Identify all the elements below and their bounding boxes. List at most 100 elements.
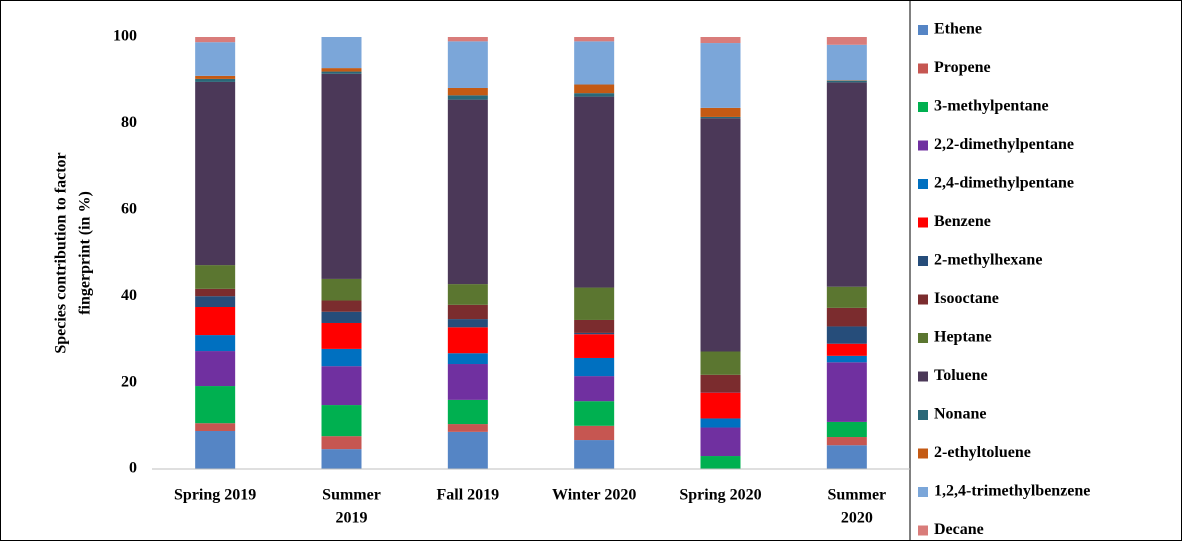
- legend-label: Isooctane: [934, 290, 999, 307]
- bar-segment: [321, 71, 362, 74]
- bar-segment: [574, 376, 615, 402]
- bar-segment: [447, 87, 488, 96]
- legend-label: 1,2,4-trimethylbenzene: [934, 483, 1090, 500]
- bar-segment: [574, 84, 615, 94]
- bar-segment: [574, 440, 615, 469]
- bar-segment: [826, 437, 867, 446]
- bar-segment: [195, 296, 236, 307]
- bar-segment: [574, 357, 615, 377]
- x-tick-label: Summer: [322, 487, 381, 504]
- legend-label: Propene: [934, 59, 991, 76]
- bar-segment: [574, 93, 615, 97]
- y-tick-label: 40: [121, 287, 137, 304]
- legend-swatch: [918, 179, 928, 189]
- legend-swatch: [918, 217, 928, 228]
- bar-segment: [826, 445, 867, 469]
- bar-segment: [195, 42, 236, 76]
- bar-segment: [700, 418, 741, 428]
- bar-segment: [826, 362, 867, 422]
- bar-segment: [826, 355, 867, 363]
- legend-label: 2-methylhexane: [934, 252, 1042, 269]
- bar-segment: [574, 401, 615, 426]
- legend-label: 2,4-dimethylpentane: [934, 175, 1074, 192]
- bar-segment: [700, 43, 741, 108]
- bar-segment: [195, 423, 236, 431]
- bar-segment: [321, 278, 362, 301]
- bar-segment: [700, 374, 741, 393]
- bar-segment: [574, 332, 615, 335]
- y-tick-label: 60: [121, 200, 137, 217]
- bar-segment: [700, 107, 741, 117]
- bar-segment: [321, 366, 362, 406]
- bar-segment: [826, 326, 867, 344]
- bar-segment: [700, 351, 741, 375]
- legend-label: Decane: [934, 521, 984, 538]
- bar-segment: [447, 95, 488, 100]
- y-tick-label: 100: [113, 28, 137, 45]
- y-tick-label: 80: [121, 114, 137, 131]
- bar-segment: [447, 424, 488, 432]
- bar-segment: [447, 319, 488, 328]
- x-tick-label: Summer: [828, 487, 887, 504]
- legend-swatch: [918, 487, 928, 497]
- bar-segment: [826, 82, 867, 287]
- bar-segment: [195, 335, 236, 352]
- bar-segment: [826, 80, 867, 83]
- x-tick-label: Spring 2019: [174, 487, 256, 504]
- legend-swatch: [918, 371, 928, 382]
- bar-segment: [447, 431, 488, 469]
- legend-swatch: [918, 102, 928, 112]
- legend-swatch: [918, 25, 928, 35]
- x-tick-label: Fall 2019: [436, 487, 499, 504]
- x-tick-label: 2019: [336, 510, 368, 527]
- y-tick-label: 0: [129, 460, 137, 477]
- bar-segment: [447, 353, 488, 365]
- legend-swatch: [918, 333, 928, 343]
- bar-segment: [700, 116, 741, 119]
- bar-segment: [447, 304, 488, 320]
- legend-label: Benzene: [934, 213, 991, 230]
- x-tick-label: Spring 2020: [679, 487, 761, 504]
- bar-segment: [321, 322, 362, 349]
- bar-segment: [700, 427, 741, 457]
- bar-segment: [447, 364, 488, 400]
- bar-segment: [321, 436, 362, 450]
- legend-label: 2,2-dimethylpentane: [934, 136, 1074, 153]
- bar-segment: [195, 386, 236, 424]
- bar-segment: [321, 449, 362, 469]
- legend-label: Toluene: [934, 367, 988, 384]
- legend-label: Heptane: [934, 329, 992, 346]
- bar-segment: [447, 41, 488, 88]
- legend-label: Ethene: [934, 21, 982, 38]
- bar-segment: [321, 405, 362, 437]
- bar-segment: [826, 44, 867, 81]
- x-tick-label: Winter 2020: [552, 487, 636, 504]
- bar-segment: [700, 456, 741, 469]
- bar-segment: [826, 421, 867, 438]
- y-tick-label: 20: [121, 373, 137, 390]
- x-tick-label: 2020: [841, 510, 873, 527]
- bar-segment: [574, 41, 615, 85]
- bar-segment: [195, 430, 236, 469]
- legend-swatch: [918, 63, 928, 74]
- legend-label: Nonane: [934, 406, 986, 423]
- legend-swatch: [918, 140, 928, 151]
- bar-segment: [321, 311, 362, 323]
- bar-segment: [700, 37, 741, 44]
- legend-label: 2-ethyltoluene: [934, 444, 1031, 461]
- bar-segment: [700, 118, 741, 352]
- legend-label: 3-methylpentane: [934, 98, 1049, 115]
- bar-segment: [321, 300, 362, 312]
- bar-segment: [447, 37, 488, 42]
- legend-swatch: [918, 294, 928, 305]
- bar-segment: [574, 334, 615, 358]
- bar-segment: [826, 307, 867, 327]
- bar-segment: [321, 37, 362, 69]
- bar-segment: [574, 319, 615, 333]
- bar-segment: [574, 96, 615, 288]
- bar-segment: [574, 287, 615, 320]
- bar-segment: [195, 288, 236, 297]
- y-axis-label: fingerprint (in %): [77, 191, 94, 315]
- bar-segment: [826, 343, 867, 356]
- bar-segment: [195, 81, 236, 266]
